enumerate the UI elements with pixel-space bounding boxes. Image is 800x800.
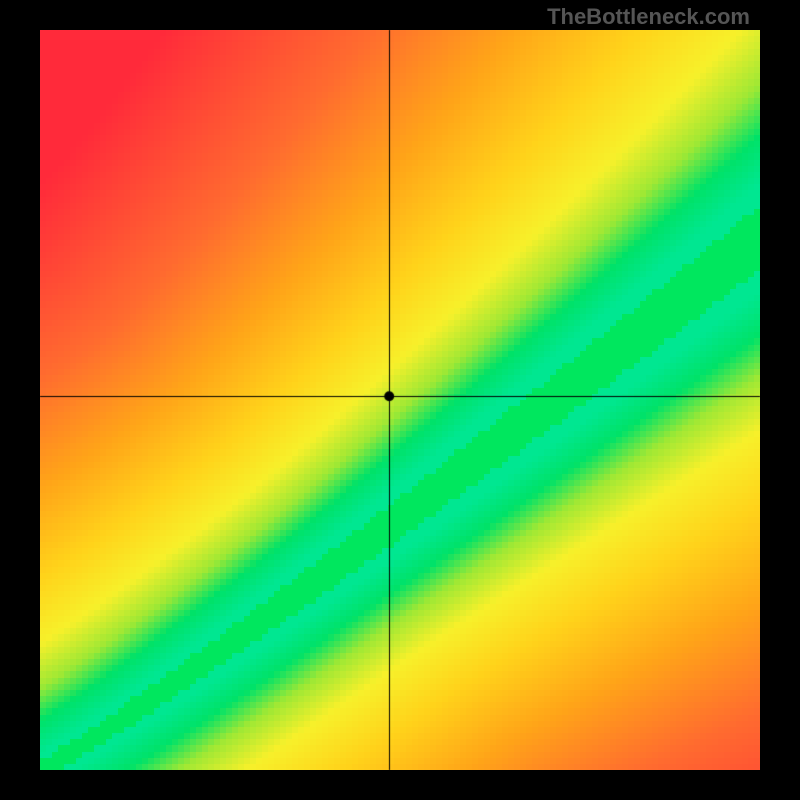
overlay-canvas [0,0,800,800]
watermark-text: TheBottleneck.com [547,4,750,30]
chart-container: TheBottleneck.com [0,0,800,800]
